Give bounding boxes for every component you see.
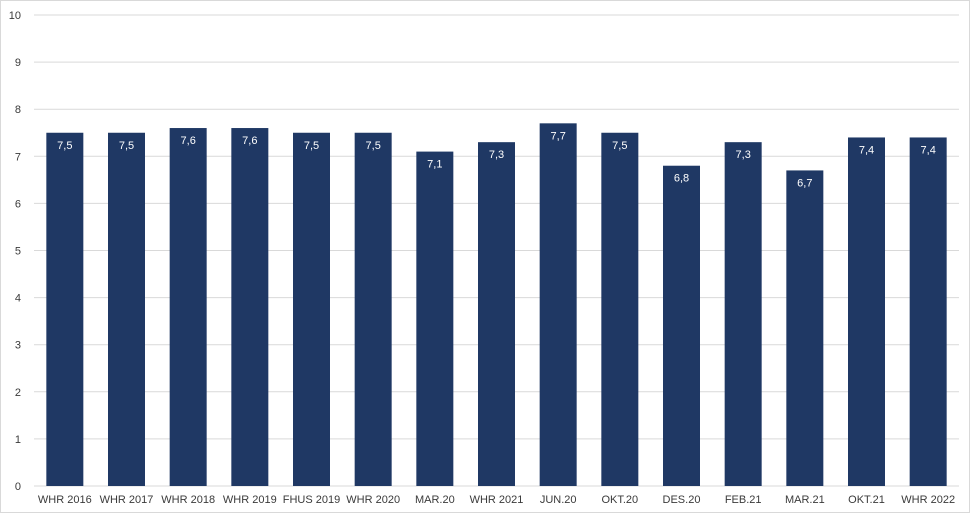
data-labels: 7,5 7,5 7,6 7,6 7,5 7,5 7,1 7,3 7,7 7,5 6,8 7,3 6,7 7… — [57, 130, 936, 189]
data-label: 6,8 — [674, 173, 689, 185]
data-label: 7,3 — [489, 149, 504, 161]
x-tick-label: WHR 2021 — [470, 494, 524, 506]
x-tick-label: WHR 2017 — [100, 494, 154, 506]
x-tick-label: WHR 2020 — [346, 494, 400, 506]
x-tick-label: FHUS 2019 — [283, 494, 340, 506]
y-tick-label: 2 — [15, 387, 21, 399]
data-label: 7,6 — [242, 135, 257, 147]
bar — [909, 137, 947, 486]
bar — [46, 132, 84, 486]
data-label: 6,7 — [797, 177, 812, 189]
bar — [539, 123, 577, 486]
y-tick-label: 9 — [15, 57, 21, 69]
y-axis: 0 1 2 3 4 5 6 7 8 9 10 — [9, 10, 21, 493]
bars — [46, 123, 947, 487]
data-label: 7,5 — [612, 140, 627, 152]
data-label: 7,4 — [859, 144, 874, 156]
x-tick-label: WHR 2016 — [38, 494, 92, 506]
x-tick-label: WHR 2018 — [161, 494, 215, 506]
x-tick-label: OKT.20 — [601, 494, 638, 506]
bar — [108, 132, 145, 486]
bar — [416, 151, 454, 486]
y-tick-label: 10 — [9, 10, 21, 22]
x-tick-label: MAR.20 — [415, 494, 455, 506]
bar — [354, 132, 392, 486]
x-tick-label: FEB.21 — [725, 494, 762, 506]
data-label: 7,5 — [119, 140, 134, 152]
y-tick-label: 6 — [15, 198, 21, 210]
data-label: 7,5 — [304, 140, 319, 152]
bar — [478, 142, 515, 487]
x-tick-label: JUN.20 — [540, 494, 577, 506]
y-tick-label: 8 — [15, 104, 21, 116]
bar — [663, 165, 700, 486]
x-tick-label: DES.20 — [663, 494, 701, 506]
x-tick-label: WHR 2022 — [901, 494, 955, 506]
bar — [724, 142, 762, 487]
bar — [786, 170, 824, 486]
x-tick-label: WHR 2019 — [223, 494, 277, 506]
y-tick-label: 3 — [15, 340, 21, 352]
data-label: 7,5 — [57, 140, 72, 152]
bar — [231, 128, 269, 486]
data-label: 7,5 — [366, 140, 381, 152]
x-tick-label: OKT.21 — [848, 494, 885, 506]
data-label: 7,6 — [181, 135, 196, 147]
y-tick-label: 1 — [15, 434, 21, 446]
data-label: 7,4 — [921, 144, 936, 156]
bar — [848, 137, 885, 486]
data-label: 7,3 — [736, 149, 751, 161]
bar — [293, 132, 330, 486]
y-tick-label: 4 — [15, 293, 21, 305]
y-tick-label: 7 — [15, 151, 21, 163]
bar — [601, 132, 639, 486]
data-label: 7,7 — [551, 130, 566, 142]
y-tick-label: 0 — [15, 481, 21, 493]
bar — [169, 128, 207, 486]
x-axis: WHR 2016 WHR 2017 WHR 2018 WHR 2019 FHUS 201… — [38, 494, 955, 506]
y-tick-label: 5 — [15, 246, 21, 258]
x-tick-label: MAR.21 — [785, 494, 825, 506]
data-label: 7,1 — [427, 159, 442, 171]
